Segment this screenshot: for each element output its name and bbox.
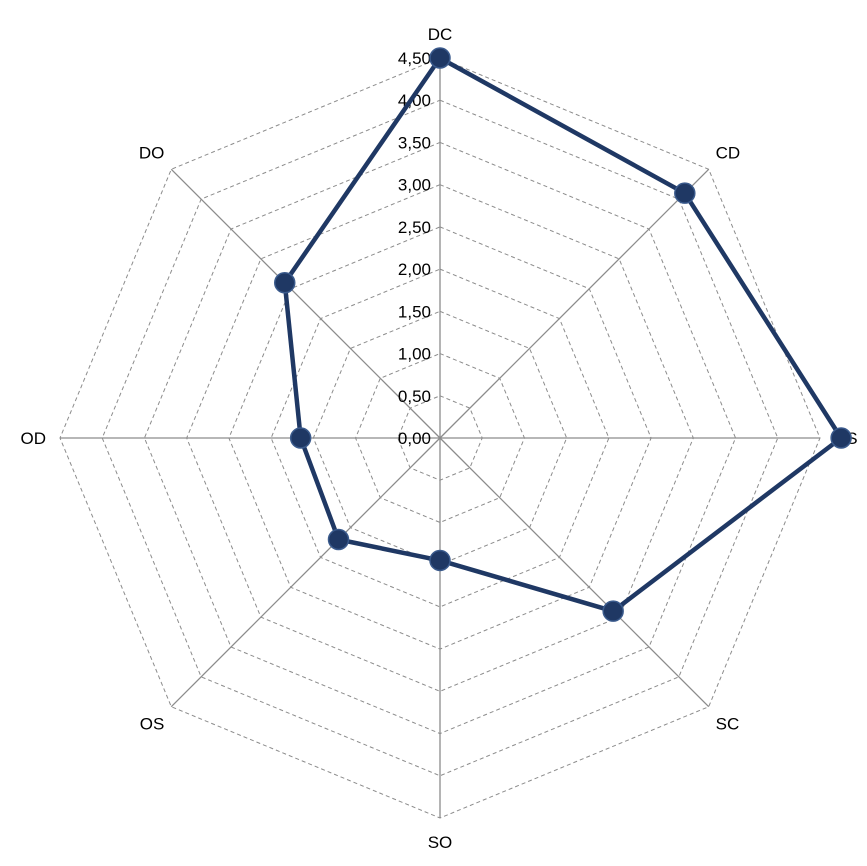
grid-ring xyxy=(101,99,779,777)
axis-spoke xyxy=(439,168,710,439)
data-point xyxy=(289,427,312,449)
category-label: CD xyxy=(716,143,741,162)
r-tick-label: 3,00 xyxy=(398,176,431,195)
data-point xyxy=(602,600,624,622)
series-line xyxy=(282,55,844,614)
radial-tick-labels: 0,000,501,001,502,002,503,003,504,004,50 xyxy=(398,49,431,448)
r-tick-label: 0,50 xyxy=(398,387,431,406)
r-tick-label: 4,50 xyxy=(398,49,431,68)
r-tick-label: 3,50 xyxy=(398,133,431,152)
r-tick-label: 2,50 xyxy=(398,218,431,237)
grid-ring xyxy=(270,268,610,608)
category-labels: DCCDCSSCSOOSODDO xyxy=(21,25,858,852)
category-label: DO xyxy=(139,143,165,162)
category-label: SC xyxy=(716,715,740,734)
axis-spoke xyxy=(439,437,710,708)
category-label: OD xyxy=(21,429,47,448)
r-tick-label: 2,00 xyxy=(398,260,431,279)
data-point xyxy=(830,427,852,449)
data-point xyxy=(327,528,350,551)
data-point xyxy=(429,47,451,69)
data-point xyxy=(274,272,296,294)
category-label: OS xyxy=(140,715,165,734)
axis-spoke xyxy=(170,168,441,439)
r-tick-label: 0,00 xyxy=(398,429,431,448)
data-point xyxy=(674,182,696,204)
r-tick-label: 1,00 xyxy=(398,345,431,364)
series-layer xyxy=(274,47,852,622)
axis-spoke xyxy=(170,437,441,708)
data-point xyxy=(429,549,451,572)
category-label: SO xyxy=(428,833,453,852)
r-tick-label: 1,50 xyxy=(398,302,431,321)
category-label: DC xyxy=(428,25,453,44)
axis-spokes xyxy=(60,58,820,818)
grid-ring xyxy=(355,353,525,523)
